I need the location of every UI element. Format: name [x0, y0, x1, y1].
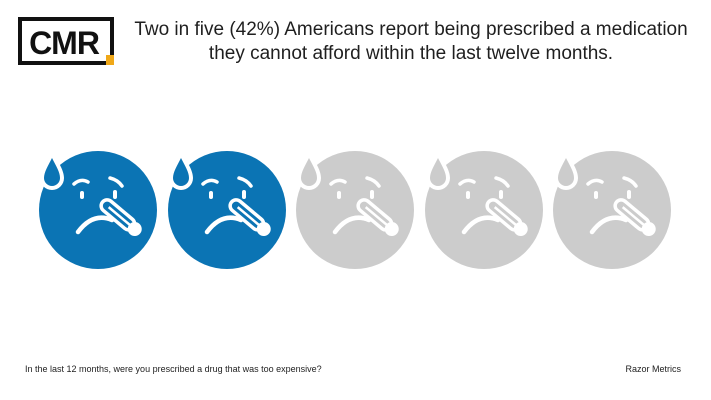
frown-mouth [75, 215, 115, 235]
face-circle [424, 151, 543, 269]
left-eyebrow [200, 178, 219, 186]
right-eyebrow [108, 176, 124, 188]
right-eyebrow [365, 176, 381, 188]
left-eyebrow [72, 178, 90, 186]
face-circle [296, 151, 414, 269]
frown-mouth [332, 215, 372, 235]
sweat-drop-fill [429, 158, 446, 186]
thermometer-icon [613, 198, 656, 236]
source-label: Razor Metrics [625, 364, 681, 374]
left-eyebrow [457, 178, 476, 186]
thermometer-icon [356, 198, 399, 236]
sick-face-icon [167, 150, 286, 269]
sweat-drop-fill [558, 158, 574, 186]
sweat-drop-fill [172, 158, 189, 186]
logo-inner [22, 21, 110, 61]
left-eyebrow [329, 178, 347, 186]
logo-text: CMR [29, 25, 100, 61]
logo-accent [106, 55, 114, 65]
sick-face-icon [39, 150, 157, 269]
headline-line-1: Two in five (42%) Americans report being… [134, 19, 688, 40]
sick-face-icon [296, 150, 414, 269]
sweat-drop-fill [301, 158, 317, 186]
thermometer-icon [227, 198, 271, 236]
icon-row [0, 140, 711, 275]
sick-face-icon [424, 150, 543, 269]
right-eyebrow [622, 176, 638, 188]
face-circle [167, 151, 286, 269]
headline-line-2: they cannot afford within the last twelv… [208, 43, 614, 64]
sweat-drop-fill [44, 158, 60, 186]
frown-mouth [461, 215, 500, 235]
frown-mouth [589, 215, 629, 235]
face-circle [39, 151, 157, 269]
right-eyebrow [493, 176, 510, 188]
right-eyebrow [236, 176, 253, 188]
frown-mouth [204, 215, 243, 235]
left-eyebrow [586, 178, 604, 186]
sick-face-icon [553, 150, 671, 269]
thermometer-icon [484, 198, 528, 236]
thermometer-icon [99, 198, 142, 236]
cmr-logo: CMR [18, 17, 114, 65]
survey-question: In the last 12 months, were you prescrib… [25, 364, 322, 374]
headline: Two in five (42%) Americans report being… [126, 18, 696, 66]
face-circle [553, 151, 671, 269]
